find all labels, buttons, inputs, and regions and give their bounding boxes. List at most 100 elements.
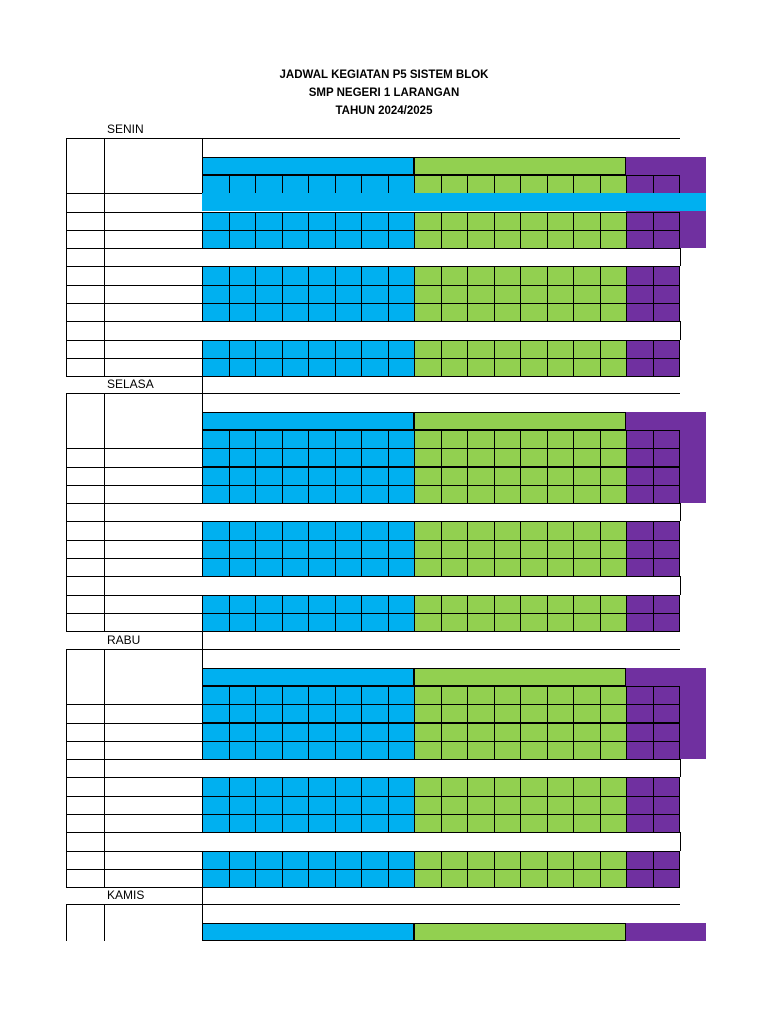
class-letter [308,685,336,706]
schedule-cell [414,612,442,633]
schedule-cell [202,303,230,323]
schedule-cell [202,521,230,541]
row-number [66,869,104,887]
schedule-cell [493,740,521,761]
schedule-cell [361,211,389,231]
schedule-cell [228,339,256,359]
schedule-cell [573,284,601,304]
schedule-cell [546,484,574,505]
schedule-cell [228,266,256,286]
grade-vii-label [202,157,414,175]
row-number [66,576,104,594]
grade-vii-band [202,667,414,686]
schedule-cell [255,466,283,486]
schedule-cell [440,777,468,797]
schedule-cell [520,484,548,505]
schedule-cell [573,594,601,614]
schedule-cell [361,339,389,359]
schedule-cell [387,612,415,633]
schedule-cell [361,704,389,724]
schedule-cell [520,850,548,870]
schedule-cell [440,558,468,578]
schedule-cell [520,612,548,633]
schedule-cell [467,303,495,323]
schedule-cell [467,229,495,250]
schedule-cell [228,484,256,505]
schedule-cell [228,357,256,378]
schedule-cell [520,539,548,559]
schedule-cell [361,466,389,486]
schedule-cell [281,795,309,815]
table-border [66,503,202,505]
schedule-cell [228,466,256,486]
schedule-cell [599,539,627,559]
schedule-cell [493,795,521,815]
schedule-cell [467,357,495,378]
schedule-cell [387,539,415,559]
class-letter [414,429,442,450]
schedule-cell [652,777,680,797]
schedule-cell [255,539,283,559]
schedule-cell [440,850,468,870]
schedule-cell [626,266,654,286]
table-border [66,303,202,304]
table-border [66,814,202,815]
row-time [107,869,201,887]
schedule-cell [546,740,574,761]
table-border [202,321,680,323]
schedule-cell [334,357,362,378]
table-border [202,576,680,578]
schedule-cell [202,722,230,742]
table-border [680,759,681,778]
table-border [66,904,67,941]
schedule-cell [599,704,627,724]
schedule-cell [281,594,309,614]
schedule-cell [281,722,309,742]
schedule-cell [626,594,654,614]
schedule-cell [493,612,521,633]
day-name: RABU [107,633,141,647]
schedule-cell [440,594,468,614]
row-number [66,212,104,230]
schedule-cell [520,448,548,468]
schedule-cell [281,211,309,231]
schedule-cell [626,284,654,304]
kelas-header [202,138,680,156]
schedule-cell [493,339,521,359]
schedule-cell [387,448,415,468]
class-letter [308,429,336,450]
schedule-cell [361,850,389,870]
schedule-cell [652,303,680,323]
schedule-cell [493,484,521,505]
table-border [66,466,202,468]
schedule-cell [440,284,468,304]
schedule-cell [202,466,230,486]
schedule-cell [308,303,336,323]
grade-vii-label [202,923,414,941]
schedule-cell [652,448,680,468]
schedule-cell [520,266,548,286]
class-letter [520,685,548,706]
class-letter [467,429,495,450]
break-label [202,248,680,266]
schedule-cell [228,795,256,815]
schedule-cell [255,484,283,505]
class-letter [467,174,495,195]
class-letter [414,685,442,706]
schedule-cell [202,339,230,359]
row-time [107,521,201,539]
row-number [66,340,104,358]
class-letter [202,685,230,706]
schedule-cell [546,229,574,250]
schedule-cell [467,339,495,359]
table-border [680,248,681,267]
class-letter [626,174,654,195]
schedule-cell [308,704,336,724]
waktu-header [104,668,202,686]
schedule-cell [467,284,495,304]
row-time [107,266,201,284]
schedule-cell [493,266,521,286]
schedule-cell [520,357,548,378]
schedule-cell [652,612,680,633]
table-border [104,649,680,651]
